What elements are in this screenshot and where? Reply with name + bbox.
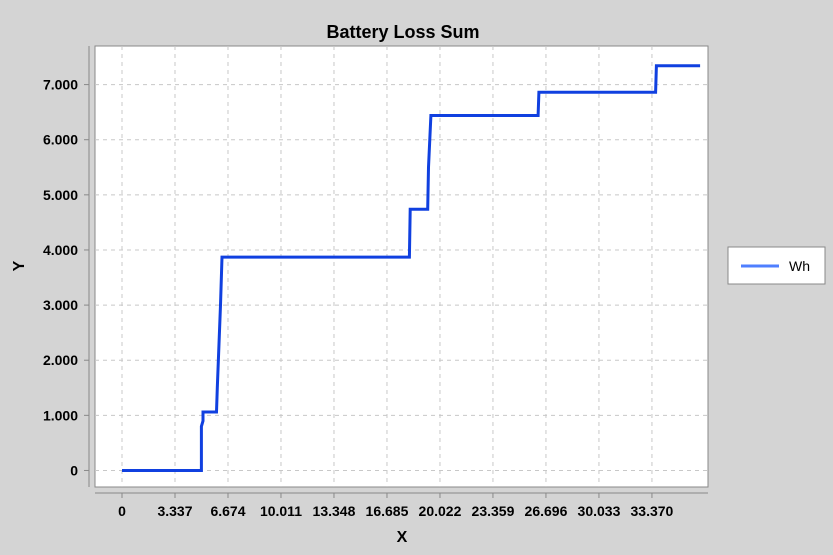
x-tick-label: 0 xyxy=(118,503,126,519)
x-axis-label: X xyxy=(397,529,408,546)
y-tick-label: 0 xyxy=(70,462,78,478)
y-tick-label: 1.000 xyxy=(43,407,78,423)
legend-label-wh: Wh xyxy=(789,258,810,274)
y-tick-label: 6.000 xyxy=(43,132,78,148)
x-tick-label: 33.370 xyxy=(631,503,674,519)
x-tick-label: 10.011 xyxy=(260,503,302,519)
x-tick-label: 30.033 xyxy=(578,503,621,519)
chart-title: Battery Loss Sum xyxy=(326,22,479,42)
x-tick-label: 23.359 xyxy=(472,503,515,519)
y-axis-label: Y xyxy=(11,260,28,271)
x-tick-label: 20.022 xyxy=(419,503,462,519)
legend: Wh xyxy=(727,246,826,285)
y-tick-label: 7.000 xyxy=(43,77,78,93)
x-axis-ticks: 0 3.337 6.674 10.011 13.348 16.685 20.022 23.35… xyxy=(118,493,674,519)
x-tick-label: 6.674 xyxy=(210,503,245,519)
series-group xyxy=(122,64,701,472)
y-tick-label: 5.000 xyxy=(43,187,78,203)
y-tick-label: 2.000 xyxy=(43,352,78,368)
y-axis-ticks: 0 1.000 2.000 3.000 4.000 5.000 6.000 7.000 xyxy=(43,77,89,478)
x-tick-label: 3.337 xyxy=(157,503,192,519)
y-tick-label: 3.000 xyxy=(43,297,78,313)
axes xyxy=(88,46,708,494)
plot-area xyxy=(94,45,709,488)
x-tick-label: 26.696 xyxy=(525,503,568,519)
grid-lines xyxy=(95,46,708,487)
x-tick-label: 13.348 xyxy=(313,503,356,519)
series-line-wh xyxy=(122,64,701,472)
y-tick-label: 4.000 xyxy=(43,242,78,258)
x-tick-label: 16.685 xyxy=(366,503,409,519)
